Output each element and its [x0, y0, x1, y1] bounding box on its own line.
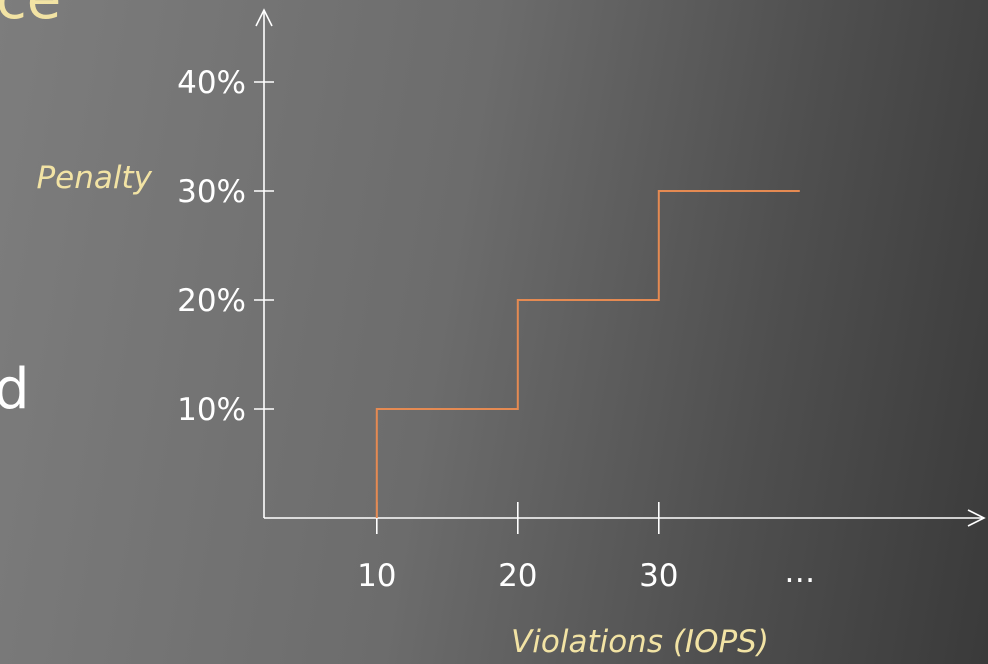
x-ticks: 10 20 30 …	[357, 502, 815, 594]
x-axis-arrow	[967, 509, 986, 527]
y-axis-arrow	[255, 8, 273, 27]
y-tick-label: 10%	[177, 392, 246, 428]
x-tick-label: 20	[498, 558, 537, 594]
penalty-step-line	[375, 190, 800, 518]
slide-text-fragment-middle: d	[0, 357, 30, 422]
x-tick-label: 10	[357, 558, 396, 594]
y-axis-title: Penalty	[36, 160, 152, 196]
y-tick-label: 20%	[177, 283, 246, 319]
slide-text-fragment-top: ce	[0, 0, 61, 28]
x-tick-label: 30	[639, 558, 678, 594]
y-tick-label: 40%	[177, 65, 246, 101]
y-ticks: 10% 20% 30% 40%	[177, 65, 274, 428]
x-tick-label: …	[784, 554, 815, 590]
x-axis-title: Violations (IOPS)	[511, 624, 769, 660]
y-tick-label: 30%	[177, 174, 246, 210]
